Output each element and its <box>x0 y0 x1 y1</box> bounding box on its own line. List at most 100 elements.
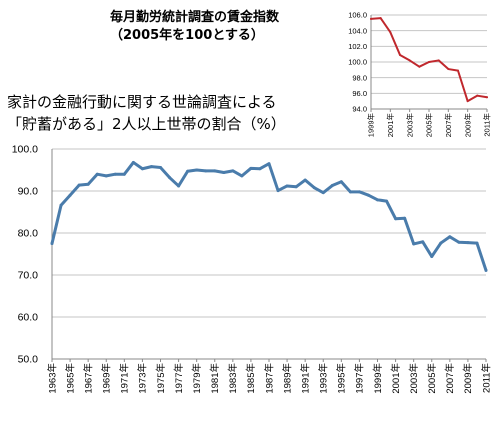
small-chart-title-line-1: 毎月勤労統計調査の賃金指数 <box>110 9 280 25</box>
small-chart-title-line-2: （2005年を100とする） <box>110 27 264 43</box>
savings-ratio-data-point <box>86 182 90 186</box>
savings-ratio-data-point <box>231 169 235 173</box>
savings-ratio-data-point <box>484 268 488 272</box>
savings-ratio-data-point <box>348 190 352 194</box>
savings-ratio-x-tick-label: 1983年 <box>227 363 239 394</box>
main-chart-title-line-2: 「貯蓄がある」2人以上世帯の割合（%） <box>7 115 286 133</box>
wage-index-y-tick-label: 98.0 <box>352 73 367 82</box>
savings-ratio-data-point <box>59 203 63 207</box>
savings-ratio-x-tick-label: 2005年 <box>426 363 438 394</box>
wage-index-data-point <box>408 59 411 62</box>
savings-ratio-y-tick-label: 50.0 <box>18 354 39 366</box>
savings-ratio-data-point <box>457 240 461 244</box>
savings-ratio-data-point <box>421 240 425 244</box>
wage-index-data-point <box>437 59 440 62</box>
savings-ratio-data-point <box>294 185 298 189</box>
savings-ratio-x-tick-label: 1977年 <box>173 363 185 394</box>
savings-ratio-data-point <box>149 165 153 169</box>
savings-ratio-data-point <box>77 183 81 187</box>
savings-ratio-data-point <box>448 235 452 239</box>
savings-ratio-data-point <box>222 171 226 175</box>
savings-ratio-y-tick-label: 80.0 <box>18 228 39 240</box>
savings-ratio-data-point <box>412 242 416 246</box>
main-chart-title-line-1: 家計の金融行動に関する世論調査による <box>7 93 277 111</box>
wage-index-x-tick-label: 2007年 <box>443 113 453 138</box>
wage-index-data-point <box>418 65 421 68</box>
wage-index-data-point <box>428 61 430 63</box>
savings-ratio-data-point <box>113 172 117 176</box>
small-chart-title: 毎月勤労統計調査の賃金指数 （2005年を100とする） <box>110 9 280 43</box>
savings-ratio-data-point <box>240 174 244 178</box>
savings-ratio-x-tick-label: 1989年 <box>281 363 293 394</box>
savings-ratio-x-tick-label: 1991年 <box>299 363 311 394</box>
savings-ratio-data-point <box>140 167 144 171</box>
savings-ratio-data-point <box>385 199 389 203</box>
savings-ratio-data-point <box>267 162 271 166</box>
savings-ratio-data-point <box>186 169 190 173</box>
savings-ratio-data-point <box>357 190 361 194</box>
savings-ratio-data-point <box>376 198 379 202</box>
savings-ratio-x-tick-label: 1979年 <box>191 363 203 394</box>
wage-index-y-tick-label: 106.0 <box>348 11 367 20</box>
wage-index-data-point <box>389 31 392 34</box>
wage-index-data-point <box>379 17 382 20</box>
savings-ratio-data-point <box>104 174 108 178</box>
savings-ratio-data-point <box>475 241 479 245</box>
savings-ratio-data-point <box>276 189 280 193</box>
savings-ratio-data-point <box>95 172 99 176</box>
savings-ratio-y-tick-label: 70.0 <box>18 270 39 282</box>
wage-index-data-point <box>486 96 488 99</box>
savings-ratio-x-tick-label: 2007年 <box>444 363 456 394</box>
savings-ratio-x-tick-label: 1985年 <box>245 363 257 394</box>
savings-ratio-x-tick-label: 1973年 <box>137 363 149 394</box>
savings-ratio-data-point <box>122 172 126 176</box>
wage-index-x-tick-label: 2005年 <box>424 113 434 138</box>
savings-ratio-x-tick-label: 1997年 <box>354 363 366 394</box>
savings-ratio-x-tick-label: 1999年 <box>372 363 384 394</box>
wage-index-y-tick-label: 104.0 <box>348 26 367 35</box>
savings-ratio-x-tick-label: 1987年 <box>263 363 275 394</box>
savings-ratio-data-point <box>312 186 316 190</box>
savings-ratio-data-point <box>339 180 343 184</box>
savings-ratio-x-tick-label: 1969年 <box>101 363 113 394</box>
savings-ratio-y-tick-label: 100.0 <box>12 144 38 156</box>
savings-ratio-data-point <box>168 176 172 180</box>
main-chart-title: 家計の金融行動に関する世論調査による 「貯蓄がある」2人以上世帯の割合（%） <box>7 93 286 133</box>
savings-ratio-x-tick-label: 2001年 <box>390 363 402 394</box>
wage-index-y-tick-label: 94.0 <box>352 105 367 114</box>
savings-ratio-data-point <box>50 242 54 245</box>
savings-ratio-series-line <box>50 160 488 272</box>
savings-ratio-y-tick-label: 90.0 <box>18 186 39 198</box>
savings-ratio-data-point <box>213 169 217 173</box>
wage-index-data-point <box>447 68 450 71</box>
savings-ratio-x-tick-label: 1965年 <box>64 363 76 394</box>
savings-ratio-data-point <box>68 193 72 197</box>
savings-ratio-data-point <box>330 184 334 188</box>
savings-ratio-x-tick-label: 1967年 <box>82 363 94 394</box>
savings-ratio-data-point <box>159 165 162 169</box>
savings-ratio-data-point <box>249 166 253 170</box>
savings-ratio-x-tick-label: 1963年 <box>46 363 58 394</box>
wage-index-x-tick-label: 2001年 <box>385 113 395 138</box>
savings-ratio-x-tick-label: 2003年 <box>408 363 420 394</box>
savings-ratio-y-tick-label: 60.0 <box>18 312 39 324</box>
savings-ratio-x-tick-label: 1995年 <box>336 363 348 394</box>
savings-ratio-data-point <box>366 193 370 197</box>
wage-index-data-point <box>457 69 459 72</box>
wage-index-data-point <box>399 53 401 56</box>
wage-index-x-tick-label: 2003年 <box>404 113 414 138</box>
savings-ratio-data-point <box>403 216 407 220</box>
savings-ratio-x-tick-label: 1975年 <box>155 363 167 394</box>
savings-ratio-data-point <box>466 241 470 245</box>
savings-ratio-data-point <box>258 167 262 171</box>
wage-index-y-tick-label: 102.0 <box>348 42 367 51</box>
savings-ratio-x-tick-label: 1993年 <box>318 363 330 394</box>
wage-index-x-tick-label: 1999年 <box>366 113 376 138</box>
wage-index-y-tick-label: 100.0 <box>348 58 367 67</box>
wage-index-data-point <box>476 94 479 97</box>
wage-index-x-tick-label: 2009年 <box>462 113 472 138</box>
savings-ratio-x-tick-label: 1971年 <box>119 363 131 394</box>
savings-ratio-data-point <box>195 168 199 172</box>
